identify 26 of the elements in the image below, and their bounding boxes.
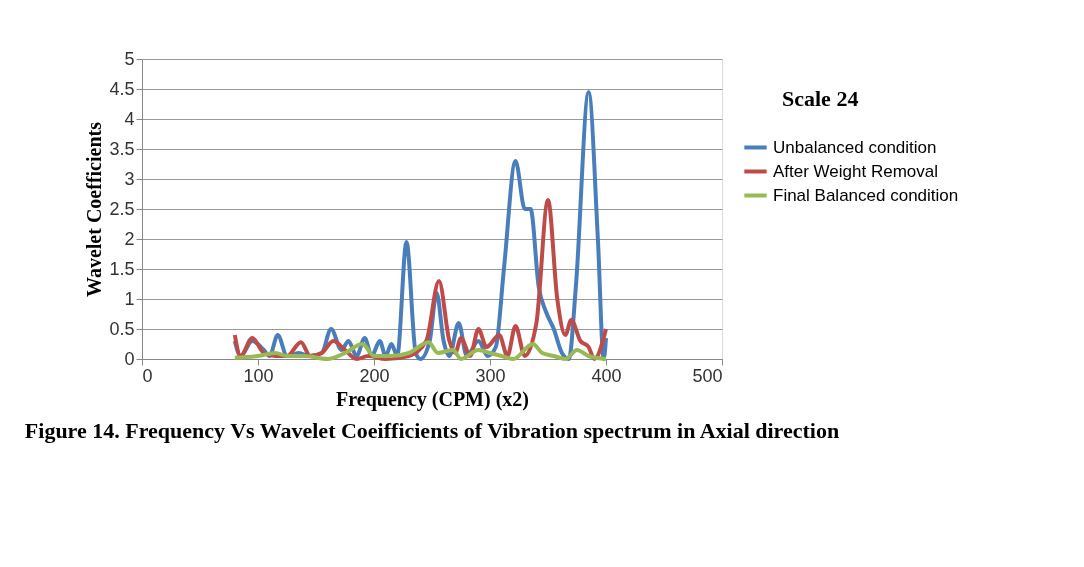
- x-tick-label: 200: [359, 365, 390, 386]
- line-series: [232, 340, 608, 361]
- legend-label: Unbalanced condition: [773, 137, 937, 157]
- x-tick-label: 400: [591, 365, 622, 386]
- x-axis-title: Frequency (CPM) (x2): [336, 387, 529, 411]
- x-tick-label: 500: [692, 365, 723, 386]
- text: Scale 24: [782, 86, 859, 111]
- y-tick-label: 3.5: [109, 138, 135, 159]
- y-tick-label: 0.5: [109, 318, 135, 339]
- y-tick-label: 1: [124, 288, 135, 309]
- legend-label: After Weight Removal: [773, 161, 939, 181]
- x-tick-label: 300: [475, 365, 506, 386]
- y-tick-label: 4: [124, 108, 135, 129]
- y-tick-label: 1.5: [109, 258, 135, 279]
- legend-label: Final Balanced condition: [773, 185, 959, 205]
- line-series: [232, 198, 608, 361]
- y-tick-label: 5: [124, 48, 135, 69]
- y-tick-label: 2.5: [109, 198, 135, 219]
- x-tick-label: 0: [142, 365, 153, 386]
- y-tick-label: 3: [124, 168, 135, 189]
- text: Figure 14. Frequency Vs Wavelet Coeifficients of Vibration spectrum in Axial direction: [24, 418, 840, 443]
- y-tick-label: 0: [124, 348, 135, 369]
- y-axis-title: Wavelet Coefficients: [83, 121, 106, 297]
- x-tick-label: 100: [243, 365, 274, 386]
- y-tick-label: 4.5: [109, 78, 135, 99]
- y-tick-label: 2: [124, 228, 135, 249]
